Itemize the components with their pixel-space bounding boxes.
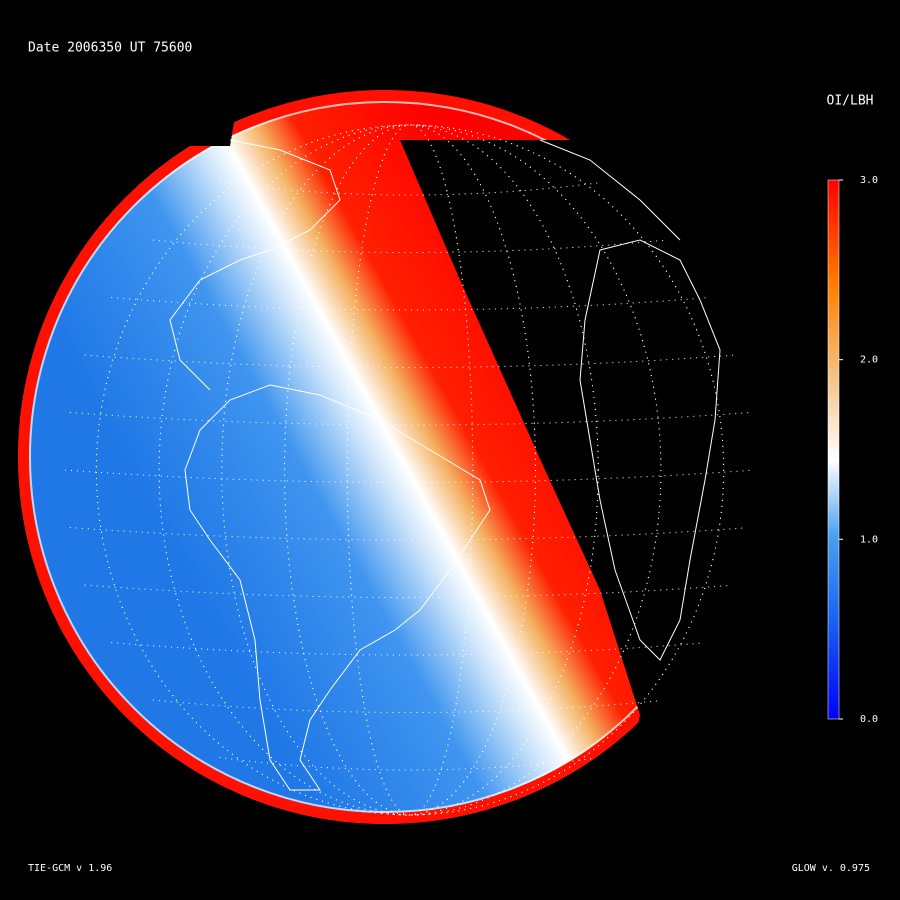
glow-credit: GLOW v. 0.975: [792, 863, 870, 874]
parallel: [152, 699, 668, 713]
coastlines: [169, 139, 721, 791]
colorbar: [827, 179, 840, 720]
colorbar-label: OI/LBH: [827, 94, 874, 109]
meridian: [95, 124, 725, 816]
meridian: [221, 124, 599, 816]
colorbar-ticks: 3.0 2.0 1.0 0.0: [839, 175, 878, 725]
model-credit: TIE-GCM v 1.96: [28, 863, 112, 874]
meridian: [158, 124, 662, 816]
parallel: [152, 239, 668, 253]
limb-glow: [18, 90, 640, 824]
limb-edge: [29, 101, 640, 813]
parallel: [69, 527, 751, 541]
colorbar-tick-label: 1.0: [860, 534, 878, 545]
colorbar-tick-label: 0.0: [860, 714, 878, 725]
graticule: [64, 124, 752, 816]
colorbar-tick-label: 3.0: [860, 175, 878, 186]
date-label: Date 2006350 UT 75600: [28, 41, 192, 56]
parallel: [69, 412, 751, 426]
colorbar-tick-label: 2.0: [860, 355, 878, 366]
